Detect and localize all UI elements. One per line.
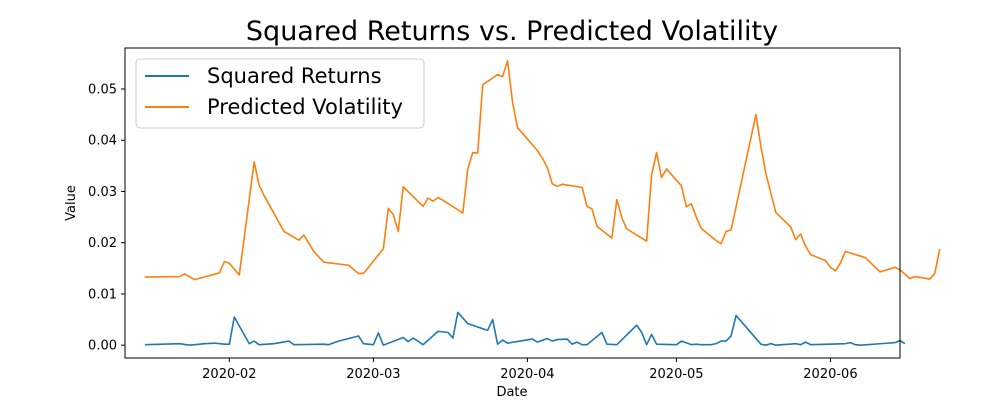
y-tick-label: 0.00 (88, 339, 117, 354)
legend-entry: Squared Returns (207, 64, 382, 88)
x-tick-label: 2020-02 (202, 367, 256, 382)
x-tick-label: 2020-03 (346, 367, 400, 382)
x-tick-label: 2020-06 (803, 367, 857, 382)
legend-entry: Predicted Volatility (207, 95, 403, 119)
series-line-squared-returns (144, 311, 906, 346)
x-tick-label: 2020-05 (649, 367, 703, 382)
legend: Squared Returns Predicted Volatility (135, 58, 425, 129)
x-axis-label: Date (496, 385, 527, 400)
y-tick-label: 0.04 (88, 134, 117, 149)
legend-box (135, 58, 425, 129)
y-tick-label: 0.03 (88, 185, 117, 200)
y-tick-label: 0.05 (88, 82, 117, 97)
y-tick-label: 0.02 (88, 236, 117, 251)
axes-frame (124, 47, 901, 359)
y-tick-label: 0.01 (88, 287, 117, 302)
plot-area: 2020-02 2020-03 2020-04 2020-05 2020-06 0.00 0… (88, 47, 941, 382)
series-line-predicted-volatility (144, 60, 941, 281)
x-tick-label: 2020-04 (500, 367, 554, 382)
y-axis-label: Value (64, 185, 79, 221)
chart-title: Squared Returns vs. Predicted Volatility (246, 16, 778, 47)
